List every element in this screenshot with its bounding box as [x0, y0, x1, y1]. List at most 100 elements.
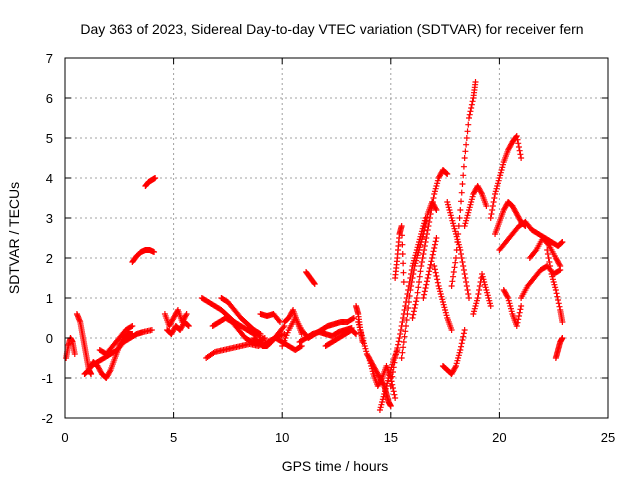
data-point [462, 275, 469, 281]
data-point [417, 241, 424, 248]
data-point [439, 296, 446, 303]
data-point [488, 211, 495, 217]
data-point [418, 236, 425, 243]
data-point [386, 372, 393, 379]
data-point [464, 212, 471, 219]
data-point [441, 304, 448, 311]
data-point [182, 312, 189, 319]
data-point [465, 121, 472, 128]
data-point [423, 235, 430, 241]
data-point [467, 201, 474, 208]
series-arc-18 [281, 307, 305, 337]
data-point [426, 215, 433, 221]
data-point [439, 299, 446, 305]
data-point [152, 175, 159, 181]
data-point [438, 293, 445, 300]
data-point [465, 209, 472, 216]
data-point [473, 297, 480, 304]
data-point [450, 220, 457, 227]
chart-title: Day 363 of 2023, Sidereal Day-to-day VTE… [80, 21, 583, 37]
data-point [431, 188, 438, 195]
data-point [387, 403, 394, 409]
data-point [492, 191, 499, 197]
data-point [423, 217, 430, 224]
data-point [401, 307, 408, 313]
data-point [382, 388, 389, 395]
data-point [400, 279, 407, 285]
data-point [460, 330, 467, 337]
data-point [433, 183, 440, 189]
data-point [456, 349, 463, 356]
data-point [397, 331, 404, 337]
data-point [392, 351, 399, 358]
y-tick-label: 1 [46, 291, 53, 306]
series-arc-01 [63, 335, 78, 361]
data-point [368, 365, 375, 372]
data-point [421, 227, 428, 234]
data-point [455, 239, 462, 245]
data-point [518, 303, 525, 309]
data-point [432, 269, 439, 276]
data-point [451, 225, 458, 232]
x-tick-label: 10 [275, 430, 289, 445]
data-point [422, 239, 429, 245]
data-point [413, 295, 420, 301]
data-point [418, 263, 425, 269]
data-point [457, 347, 464, 353]
data-point [467, 108, 474, 115]
data-point [464, 287, 471, 293]
data-point [281, 337, 288, 344]
data-point [485, 295, 492, 301]
y-tick-label: 5 [46, 131, 53, 146]
data-point [442, 309, 449, 316]
data-point [516, 147, 523, 154]
data-point [399, 251, 406, 257]
data-point [429, 255, 436, 261]
data-point [559, 319, 566, 325]
data-point [416, 247, 423, 253]
data-point [405, 299, 412, 305]
series-arc-15 [257, 311, 284, 325]
y-axis-label: SDTVAR / TECUs [6, 182, 22, 294]
data-point [463, 135, 470, 141]
data-point [505, 295, 512, 301]
data-point [379, 399, 386, 405]
data-point [454, 236, 461, 243]
data-point [393, 348, 400, 355]
data-point [458, 255, 465, 261]
data-point [395, 338, 402, 345]
data-point [468, 196, 475, 203]
data-point [420, 251, 427, 257]
data-point [397, 327, 404, 333]
data-point [378, 401, 385, 408]
data-point [433, 235, 440, 241]
data-point [555, 300, 562, 307]
series-arc-05 [96, 323, 136, 357]
data-point [515, 140, 522, 147]
data-point [424, 231, 430, 237]
data-point [480, 276, 487, 283]
series-arc-21 [322, 327, 360, 349]
data-point [357, 327, 364, 333]
data-point [369, 368, 376, 375]
data-point [456, 215, 463, 221]
data-point [425, 271, 432, 278]
y-tick-label: 2 [46, 251, 53, 266]
data-point [426, 268, 433, 275]
data-point [401, 333, 408, 340]
data-point [460, 267, 467, 273]
data-point [548, 271, 555, 277]
data-point [466, 204, 473, 211]
series-arc-43 [544, 247, 566, 325]
data-point [434, 177, 441, 184]
data-point [353, 331, 360, 337]
data-point [385, 375, 392, 381]
data-point [416, 244, 423, 251]
data-point [515, 144, 522, 150]
data-point [257, 331, 264, 337]
data-point [452, 231, 459, 237]
data-point [440, 301, 447, 308]
data-point [544, 247, 551, 253]
data-point [458, 340, 465, 347]
data-point [368, 363, 375, 369]
